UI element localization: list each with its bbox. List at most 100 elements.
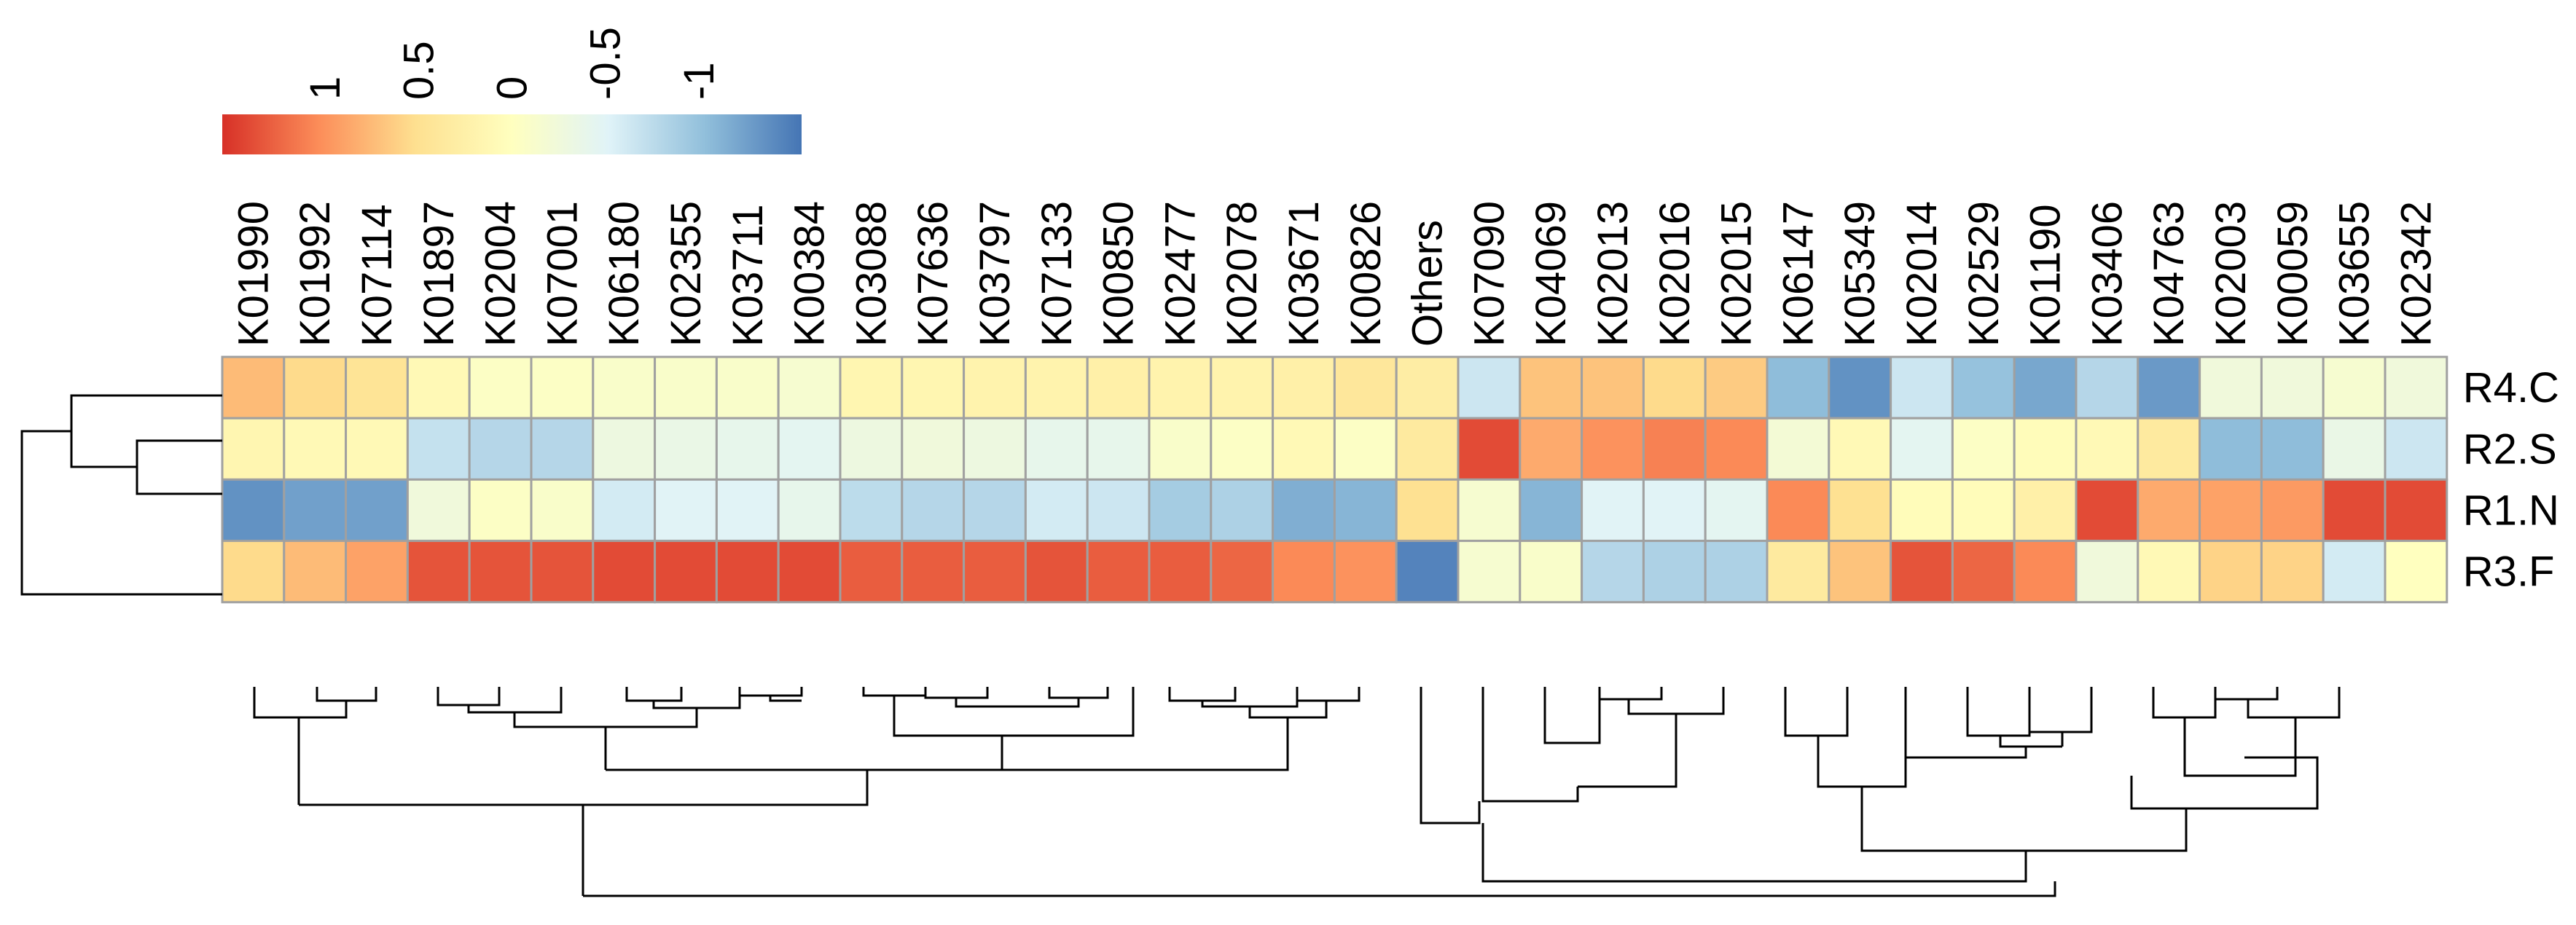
column-dendrogram-branch-right xyxy=(583,687,2341,897)
row-label: R1.N xyxy=(2463,487,2559,535)
column-label: K00826 xyxy=(1342,201,1390,347)
column-label: K06180 xyxy=(600,201,648,347)
heatmap-cell xyxy=(2013,355,2078,420)
column-label: K02015 xyxy=(1713,201,1761,347)
heatmap-cell xyxy=(1642,355,1707,420)
column-dendrogram-branch-left xyxy=(253,687,1361,896)
heatmap-cell xyxy=(1704,478,1769,543)
heatmap-cell xyxy=(2199,355,2263,420)
heatmap-cell xyxy=(1951,478,2016,543)
heatmap-cell xyxy=(1333,417,1398,481)
heatmap-cell xyxy=(1024,417,1089,481)
heatmap-cell xyxy=(2260,478,2325,543)
heatmap-cell xyxy=(2075,540,2140,604)
heatmap-cell xyxy=(654,478,718,543)
row-dendrogram xyxy=(20,394,222,596)
heatmap-cell xyxy=(1457,417,1522,481)
column-label: K01897 xyxy=(415,201,463,347)
heatmap-cell xyxy=(1148,478,1213,543)
heatmap-cell xyxy=(345,540,409,604)
heatmap-cell xyxy=(1519,355,1583,420)
heatmap-cell xyxy=(2137,355,2201,420)
heatmap-cell xyxy=(1519,478,1583,543)
column-label: K06147 xyxy=(1774,201,1822,347)
heatmap-cell xyxy=(592,417,657,481)
heatmap-cell xyxy=(654,355,718,420)
heatmap-cell xyxy=(283,417,348,481)
heatmap-cell xyxy=(1519,540,1583,604)
heatmap-cell xyxy=(1333,540,1398,604)
heatmap-cell xyxy=(1024,355,1089,420)
heatmap-cell xyxy=(1086,540,1151,604)
heatmap-cell xyxy=(1148,355,1213,420)
column-label: K03711 xyxy=(724,204,772,347)
heatmap-cell xyxy=(2137,478,2201,543)
heatmap-cell xyxy=(345,478,409,543)
heatmap-cell xyxy=(468,478,533,543)
heatmap-cell xyxy=(1890,540,1954,604)
column-label: K01190 xyxy=(2022,204,2070,347)
heatmap-cell xyxy=(1642,540,1707,604)
heatmap-cell xyxy=(1210,417,1275,481)
heatmap-cell xyxy=(1210,355,1275,420)
heatmap-cell xyxy=(1395,417,1460,481)
heatmap-cell xyxy=(1951,355,2016,420)
heatmap-cell xyxy=(777,540,842,604)
row-dendrogram-branch xyxy=(20,394,222,596)
heatmap-cell xyxy=(1704,417,1769,481)
heatmap-cell xyxy=(1272,417,1336,481)
heatmap-cell xyxy=(2075,478,2140,543)
heatmap-cell xyxy=(1272,355,1336,420)
heatmap-cell xyxy=(2260,355,2325,420)
legend-tick-label: -0.5 xyxy=(582,27,630,100)
heatmap-cell xyxy=(777,355,842,420)
column-label: K00384 xyxy=(786,201,834,347)
heatmap-cell xyxy=(777,478,842,543)
heatmap-cell xyxy=(2384,540,2448,604)
row-labels: R4.C R2.S R1.N R3.F xyxy=(2463,364,2559,596)
heatmap-cell xyxy=(221,478,286,543)
heatmap-cell xyxy=(2322,478,2387,543)
column-label: K02078 xyxy=(1218,201,1266,347)
heatmap-cell xyxy=(1395,478,1460,543)
heatmap-cell xyxy=(468,417,533,481)
column-label: K02014 xyxy=(1898,201,1946,347)
heatmap-cell xyxy=(901,540,966,604)
heatmap-cell xyxy=(406,355,471,420)
heatmap-cell xyxy=(1210,540,1275,604)
heatmap-cell xyxy=(777,417,842,481)
column-label: K01990 xyxy=(230,201,277,347)
column-label: K03088 xyxy=(847,201,895,347)
column-label: K00850 xyxy=(1095,201,1143,347)
heatmap-cell xyxy=(2013,417,2078,481)
heatmap-cell xyxy=(715,417,780,481)
heatmap-cell xyxy=(2199,478,2263,543)
heatmap-cell xyxy=(1210,478,1275,543)
heatmap-cell xyxy=(715,478,780,543)
row-label: R2.S xyxy=(2463,425,2557,473)
heatmap-cell xyxy=(345,417,409,481)
heatmap-cell xyxy=(1581,540,1645,604)
column-label: K02016 xyxy=(1651,201,1699,347)
row-label: R3.F xyxy=(2463,548,2555,596)
column-label: K03406 xyxy=(2083,201,2131,347)
column-label: K02477 xyxy=(1156,201,1204,347)
heatmap-cell xyxy=(2137,540,2201,604)
legend-tick-label: 1 xyxy=(302,76,349,100)
column-dendrogram xyxy=(253,687,2341,897)
heatmap-cell xyxy=(1086,417,1151,481)
column-label: K01992 xyxy=(291,201,339,347)
heatmap-cell xyxy=(2384,355,2448,420)
heatmap-cell xyxy=(1766,478,1831,543)
heatmap-cell xyxy=(1395,355,1460,420)
heatmap-cell xyxy=(2384,478,2448,543)
heatmap-cell xyxy=(1581,417,1645,481)
heatmap-cell xyxy=(1457,478,1522,543)
column-labels: K01990 K01992 K07114 K01897 K02004 K07001 K061… xyxy=(230,201,2440,347)
heatmap-cell xyxy=(2013,540,2078,604)
heatmap-cell xyxy=(2075,355,2140,420)
heatmap-cell xyxy=(715,540,780,604)
heatmap-cell xyxy=(1890,417,1954,481)
heatmap-cell xyxy=(592,540,657,604)
heatmap-cell xyxy=(1766,355,1831,420)
